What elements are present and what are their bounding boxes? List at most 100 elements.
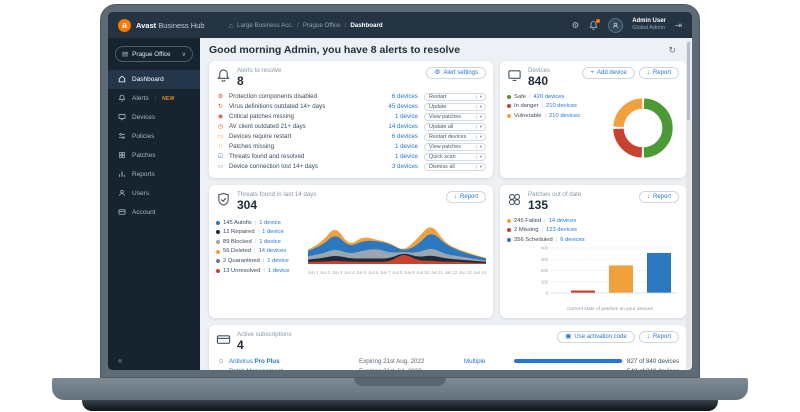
alert-status-icon: ↻: [217, 103, 224, 110]
alert-devices-link[interactable]: 6 devices: [391, 133, 418, 141]
legend-devices-link[interactable]: 14 devices: [258, 248, 287, 255]
download-icon: ↓: [646, 332, 650, 340]
alert-devices-link[interactable]: 1 device: [394, 113, 418, 121]
legend-devices-link[interactable]: 210 devices: [546, 103, 577, 110]
alert-row: ☑ Threats found and resolved 1 device Quick…: [216, 152, 486, 162]
legend-devices-link[interactable]: 1 device: [262, 229, 284, 236]
breadcrumb-separator: /: [297, 21, 299, 29]
download-icon: ↓: [453, 192, 457, 200]
sidebar-item-patches[interactable]: Patches: [108, 146, 200, 165]
legend-devices-link[interactable]: 123 devices: [546, 227, 577, 234]
dropdown-label: Update: [429, 103, 447, 110]
sidebar-item-account[interactable]: Account: [108, 203, 200, 222]
settings-gear-icon[interactable]: ⚙: [571, 19, 580, 30]
scrollbar-thumb[interactable]: [687, 42, 690, 120]
alert-action-dropdown[interactable]: Dismiss all ▾: [424, 162, 486, 172]
threats-report-button[interactable]: ↓ Report: [445, 190, 486, 203]
devices-legend: Safe | 420 devices In danger | 210 devices Vul…: [507, 93, 679, 120]
user-info[interactable]: Admin User Global Admin: [632, 18, 666, 31]
alert-action-dropdown[interactable]: Restart devices ▾: [424, 132, 486, 142]
chevron-down-icon: ▾: [476, 104, 485, 110]
scrollbar: [686, 40, 691, 368]
avast-logo-icon[interactable]: a: [118, 18, 131, 32]
threats-legend-row: 13 Unresolved | 1 device: [216, 267, 308, 275]
x-tick-label: Jun 2: [320, 269, 331, 275]
threats-count: 304: [237, 198, 258, 213]
area-series-unresolved: [308, 254, 486, 264]
bell-icon: [216, 68, 231, 83]
donut-segment-safe[interactable]: [613, 98, 673, 158]
sidebar-item-devices[interactable]: Devices: [108, 108, 200, 127]
chevron-down-icon: ▾: [476, 154, 485, 160]
multiple-link[interactable]: Multiple: [464, 357, 486, 365]
product-name-link[interactable]: Antivirus Pro Plus: [229, 358, 359, 365]
x-tick-label: Jun 7: [380, 269, 391, 275]
new-badge: NEW: [162, 95, 175, 102]
sidebar-item-users[interactable]: Users: [108, 184, 200, 203]
alert-devices-link[interactable]: 14 devices: [388, 123, 418, 131]
site-selector[interactable]: ▤ Prague Office ∨: [115, 46, 193, 62]
alert-action-dropdown[interactable]: Restart ▾: [424, 92, 486, 102]
sidebar-item-dashboard[interactable]: Dashboard: [108, 70, 200, 89]
dropdown-label: Restart: [429, 93, 447, 100]
sidebar-item-reports[interactable]: Reports: [108, 165, 200, 184]
legend-devices-link[interactable]: 6 devices: [560, 236, 585, 243]
alert-devices-link[interactable]: 1 device: [394, 143, 418, 151]
legend-devices-link[interactable]: 1 device: [259, 238, 281, 245]
breadcrumb-org[interactable]: Large Business Acc.: [237, 21, 294, 29]
avatar[interactable]: [608, 17, 624, 33]
alert-label: Device connection lost 14+ days: [229, 163, 318, 171]
legend-dot: [507, 218, 511, 223]
sidebar-item-label: Account: [132, 209, 156, 216]
alert-action-dropdown[interactable]: Update all ▾: [424, 122, 486, 132]
alert-devices-link[interactable]: 3 devices: [391, 163, 418, 171]
legend-devices-link[interactable]: 14 devices: [548, 217, 577, 224]
bar-missing: [571, 290, 595, 293]
subscriptions-report-button[interactable]: ↓ Report: [638, 330, 679, 343]
threats-legend-row: 2 Quarantined | 1 device: [216, 257, 308, 265]
add-device-button[interactable]: + Add device: [582, 67, 635, 79]
notifications-bell-icon[interactable]: [588, 18, 601, 31]
alert-devices-link[interactable]: 1 device: [394, 153, 418, 161]
alert-action-dropdown[interactable]: View patches ▾: [424, 142, 486, 152]
sidebar-item-policies[interactable]: Policies: [108, 127, 200, 146]
alerts-icon: [118, 94, 126, 104]
logout-icon[interactable]: ⇥: [674, 19, 682, 30]
usage-text: 827 of 840 devices: [627, 357, 679, 365]
threats-legend-row: 56 Deleted | 14 devices: [216, 247, 308, 255]
legend-separator: |: [254, 248, 256, 255]
alert-action-dropdown[interactable]: Quick scan ▾: [424, 152, 486, 162]
x-tick-label: Jun 1: [308, 269, 319, 275]
legend-devices-link[interactable]: 420 devices: [533, 93, 565, 100]
refresh-icon[interactable]: ↻: [668, 44, 676, 55]
alert-label: Virus definitions outdated 14+ days: [229, 103, 326, 111]
legend-devices-link[interactable]: 210 devices: [549, 113, 580, 120]
legend-devices-link[interactable]: 1 device: [267, 267, 290, 274]
sidebar-collapse-button[interactable]: «: [118, 356, 123, 365]
home-icon[interactable]: ⌂: [228, 20, 234, 30]
patches-report-button[interactable]: ↓ Report: [638, 190, 679, 203]
x-tick-label: Jun 12: [444, 269, 458, 275]
alert-action-dropdown[interactable]: Update ▾: [424, 102, 486, 112]
devices-report-button[interactable]: ↓ Report: [638, 67, 679, 79]
legend-devices-link[interactable]: 1 device: [259, 219, 281, 226]
legend-separator: |: [262, 258, 265, 265]
use-activation-code-button[interactable]: ▣ Use activation code: [557, 330, 635, 343]
legend-devices-link[interactable]: 1 device: [267, 258, 289, 265]
card-title: Alerts to resolve: [237, 67, 282, 74]
product-name-link[interactable]: Patch Management: [229, 368, 359, 370]
sidebar-item-alerts[interactable]: Alerts | NEW: [108, 89, 200, 108]
alert-action-dropdown[interactable]: View patches ▾: [424, 112, 486, 122]
product-icon: ⊙: [218, 358, 224, 365]
account-icon: [118, 208, 126, 218]
sidebar-item-label: Policies: [132, 133, 155, 140]
breadcrumb-site[interactable]: Prague Office: [302, 21, 341, 29]
alert-devices-link[interactable]: 45 devices: [388, 103, 418, 111]
alert-devices-link[interactable]: 6 devices: [391, 93, 418, 101]
legend-separator: |: [541, 227, 543, 234]
card-title: Devices: [528, 67, 551, 74]
alert-row: ∷ Patches missing 1 device View patches ▾: [216, 142, 486, 152]
alert-settings-button[interactable]: ⚙ Alert settings: [426, 67, 486, 79]
breadcrumb-current: Dashboard: [350, 21, 383, 29]
product-icon: ∷: [216, 368, 226, 370]
